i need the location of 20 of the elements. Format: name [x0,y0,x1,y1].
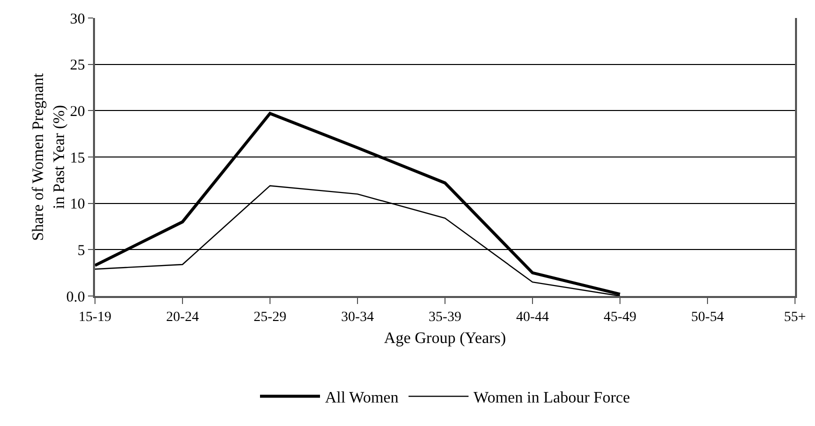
x-tick-label: 50-54 [691,310,724,325]
y-tick-label: 25 [70,58,85,74]
legend-label: All Women [325,390,399,407]
x-tick-label: 55+ [784,310,806,325]
x-tick-label: 15-19 [78,310,112,325]
x-tick-label: 20-24 [166,310,199,325]
y-axis-title: Share of Women Pregnant in Past Year (%) [30,72,68,241]
y-tick-label: 30 [70,11,85,28]
y-tick-label: 20 [70,104,85,120]
y-tick-label: 10 [70,196,85,213]
y-tick-label: 15 [70,150,85,166]
y-tick-label: 5 [78,242,85,259]
x-tick-label: 30-34 [341,310,374,325]
x-axis-title: Age Group (Years) [384,330,506,347]
x-tick-label: 35-39 [428,310,462,325]
x-tick-label: 40-44 [516,310,549,325]
legend-label: Women in Labour Force [474,390,630,407]
x-tick-label: 45-49 [604,310,636,325]
y-tick-label: 0.0 [66,289,85,306]
x-tick-label: 25-29 [254,310,286,325]
